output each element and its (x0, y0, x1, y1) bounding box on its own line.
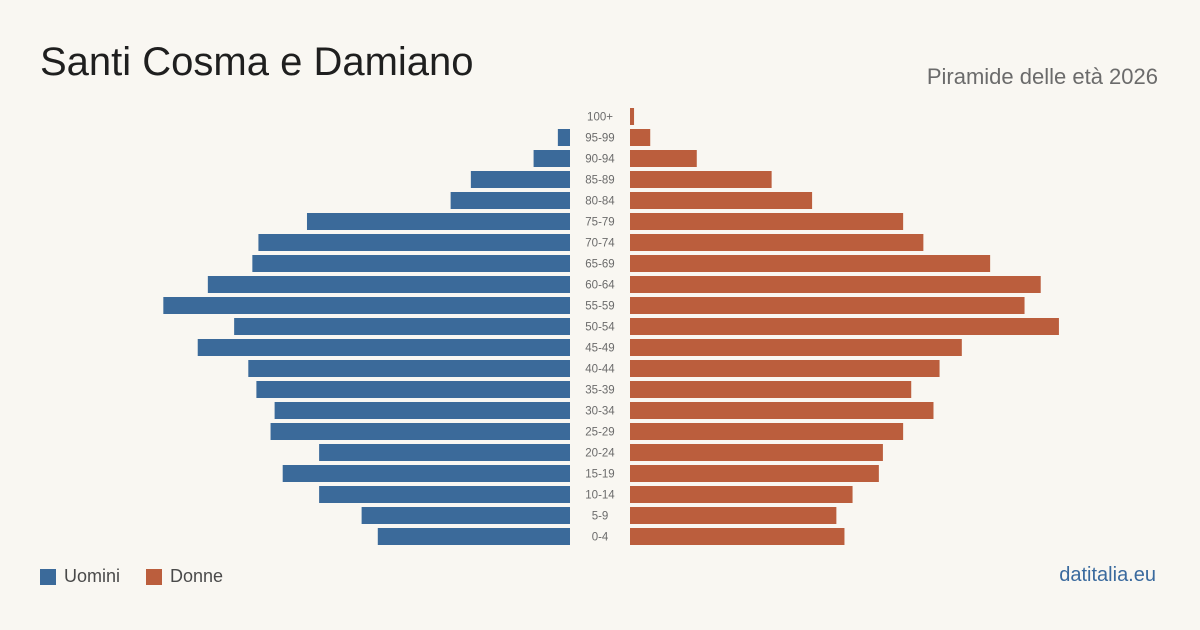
bar-women-40-44 (630, 360, 940, 377)
bar-women-45-49 (630, 339, 962, 356)
bar-men-65-69 (252, 255, 571, 272)
bar-men-5-9 (361, 507, 570, 524)
age-label-40-44: 40-44 (585, 364, 615, 376)
bar-women-0-4 (630, 528, 845, 545)
legend-item-women: Donne (146, 566, 223, 587)
age-label-20-24: 20-24 (585, 448, 615, 460)
legend-swatch-women (146, 568, 163, 585)
bar-women-65-69 (630, 255, 991, 272)
bar-men-95-99 (557, 129, 570, 146)
women-bars-group (630, 108, 1059, 545)
bar-women-80-84 (630, 192, 813, 209)
bar-women-60-64 (630, 276, 1041, 293)
bar-men-0-4 (377, 528, 570, 545)
age-label-65-69: 65-69 (585, 259, 614, 271)
bar-men-10-14 (319, 486, 570, 503)
legend-item-men: Uomini (40, 566, 120, 587)
age-label-35-39: 35-39 (585, 385, 614, 397)
bar-women-70-74 (630, 234, 924, 251)
age-label-55-59: 55-59 (585, 301, 614, 313)
bar-women-25-29 (630, 423, 904, 440)
age-label-70-74: 70-74 (585, 238, 615, 250)
age-label-45-49: 45-49 (585, 343, 614, 355)
bar-men-55-59 (163, 297, 571, 314)
age-label-90-94: 90-94 (585, 154, 615, 166)
age-label-25-29: 25-29 (585, 427, 614, 439)
bar-men-40-44 (248, 360, 571, 377)
bar-men-45-49 (197, 339, 570, 356)
age-label-50-54: 50-54 (585, 322, 615, 334)
age-label-75-79: 75-79 (585, 217, 614, 229)
bar-men-90-94 (533, 150, 570, 167)
bar-women-30-34 (630, 402, 934, 419)
bar-men-20-24 (319, 444, 570, 461)
age-label-0-4: 0-4 (592, 532, 609, 544)
bar-women-75-79 (630, 213, 904, 230)
bar-women-5-9 (630, 507, 837, 524)
legend: Uomini Donne (40, 566, 249, 587)
source-link[interactable]: datitalia.eu (1059, 564, 1156, 586)
age-labels-group: 100+ 95-99 90-94 85-89 80-84 75-79 70-74 65-69 6… (585, 112, 615, 544)
bar-women-35-39 (630, 381, 912, 398)
bar-women-20-24 (630, 444, 883, 461)
bar-women-95-99 (630, 129, 651, 146)
bar-women-15-19 (630, 465, 879, 482)
bar-men-15-19 (282, 465, 570, 482)
bar-men-75-79 (306, 213, 570, 230)
age-label-85-89: 85-89 (585, 175, 614, 187)
age-label-15-19: 15-19 (585, 469, 614, 481)
chart-subtitle: Piramide delle età 2026 (926, 64, 1158, 89)
age-label-95-99: 95-99 (585, 133, 614, 145)
bar-women-100+ (630, 108, 635, 125)
bar-women-90-94 (630, 150, 697, 167)
bar-men-60-64 (207, 276, 570, 293)
age-label-60-64: 60-64 (585, 280, 615, 292)
age-label-30-34: 30-34 (585, 406, 615, 418)
bar-women-55-59 (630, 297, 1025, 314)
age-label-100+: 100+ (587, 112, 613, 124)
age-label-5-9: 5-9 (592, 511, 609, 523)
legend-label-men: Uomini (64, 566, 121, 586)
chart-title: Santi Cosma e Damiano (40, 40, 474, 84)
bar-women-10-14 (630, 486, 853, 503)
bar-men-35-39 (256, 381, 570, 398)
age-label-80-84: 80-84 (585, 196, 615, 208)
bar-men-85-89 (470, 171, 570, 188)
bar-men-70-74 (258, 234, 570, 251)
bar-men-80-84 (450, 192, 570, 209)
men-bars-group (163, 129, 571, 545)
bar-men-50-54 (234, 318, 571, 335)
bar-women-50-54 (630, 318, 1059, 335)
legend-label-women: Donne (170, 566, 224, 586)
age-label-10-14: 10-14 (585, 490, 615, 502)
legend-swatch-men (40, 568, 56, 585)
bar-women-85-89 (630, 171, 772, 188)
bar-men-30-34 (274, 402, 570, 419)
bar-men-25-29 (270, 423, 570, 440)
